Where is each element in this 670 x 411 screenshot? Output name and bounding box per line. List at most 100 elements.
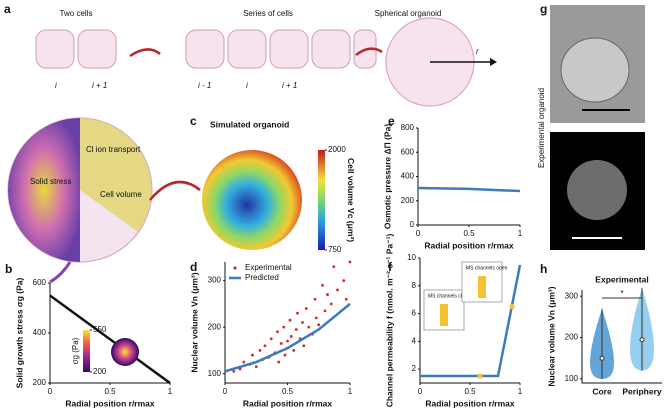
point: [254, 365, 258, 369]
panel-letter: h: [540, 262, 547, 276]
y-tick-label: 400: [401, 172, 415, 181]
colorbar-tick-label: 550: [93, 325, 107, 334]
x-tick-label: 1: [168, 387, 173, 396]
channel: [440, 304, 448, 326]
line: [420, 264, 522, 378]
axis: [417, 128, 520, 226]
y-tick-label: 100: [208, 369, 222, 378]
annotation: MS channels closed: [428, 293, 473, 299]
label: i + 1: [92, 81, 107, 90]
colorbar-tick-label: 200: [93, 367, 107, 376]
colorbar-tick-label: 750: [328, 245, 342, 254]
point: [282, 325, 286, 329]
x-tick-label: Core: [592, 386, 612, 396]
panel-letter: c: [190, 114, 197, 128]
point: [477, 373, 483, 379]
label: i + 1: [282, 81, 297, 90]
y-tick-label: 0: [410, 220, 415, 229]
x-tick-label: 0: [48, 387, 53, 396]
x-tick-label: 0: [416, 229, 421, 238]
y-tick-label: 100: [565, 374, 579, 383]
point: [336, 288, 339, 292]
point: [301, 321, 304, 324]
point: [317, 323, 321, 327]
x-tick-label: 0: [223, 387, 228, 396]
point: [313, 297, 317, 301]
point: [342, 279, 346, 283]
line: [49, 294, 171, 385]
panel-g: g Experimental organoid: [537, 2, 645, 250]
panel-letter: g: [540, 2, 547, 16]
x-axis-label: Radial position r/rmax: [65, 398, 155, 408]
colorbar-tick-label: 2000: [328, 145, 346, 154]
y-tick-label: 300: [565, 291, 579, 300]
point: [263, 344, 267, 348]
inset: [111, 338, 139, 366]
point: [288, 318, 292, 322]
panel-a: a Two cells Series of cells Spherical or…: [4, 2, 497, 284]
legend-label: Predicted: [245, 273, 279, 282]
y-axis-label: Nuclear volume Vn (μm³): [189, 272, 199, 372]
label: i: [246, 81, 248, 90]
panel-letter: b: [5, 262, 12, 276]
label: Solid stress: [30, 177, 71, 186]
point: [332, 265, 336, 269]
point: [258, 349, 262, 352]
legend-label: Experimental: [245, 263, 292, 272]
channel: [478, 276, 486, 298]
point: [276, 330, 279, 334]
x-axis-label: Radial position r/rmax: [424, 240, 514, 250]
x-tick-label: 0.5: [464, 387, 476, 396]
y-tick-label: 300: [208, 276, 222, 285]
label: i - 1: [198, 81, 211, 90]
legend-swatch: [233, 266, 237, 270]
y-tick-label: 200: [208, 322, 222, 331]
point: [304, 307, 308, 310]
point: [314, 316, 318, 320]
label: Cell volume: [100, 190, 142, 199]
median: [599, 355, 605, 361]
point: [302, 344, 306, 348]
panel-letter: e: [388, 114, 395, 128]
y-tick-label: 6: [412, 309, 417, 318]
point: [321, 283, 324, 287]
y-axis-label: Solid growth stress σg (Pa): [14, 278, 24, 389]
x-tick-label: 1: [518, 229, 523, 238]
label: Cl ion transport: [86, 145, 141, 154]
label: i: [55, 81, 57, 90]
y-tick-label: 200: [565, 333, 579, 342]
y-tick-label: 10: [407, 253, 416, 262]
annotation: MS channels open: [466, 265, 508, 271]
y-tick-label: 200: [33, 378, 47, 387]
y-axis-label: Channel permeability f (nmol. m⁻² s⁻¹ Pa…: [384, 234, 394, 408]
colorbar: [318, 150, 325, 250]
colorbar-label: σg (Pa): [71, 337, 80, 364]
y-tick-label: 800: [401, 123, 415, 132]
x-tick-label: 0.5: [463, 229, 475, 238]
point: [283, 353, 287, 357]
y-tick-label: 600: [401, 147, 415, 156]
chart-title: Simulated organoid: [210, 119, 289, 129]
label: Series of cells: [243, 9, 293, 18]
x-tick-label: 1: [518, 387, 523, 396]
panel-letter: f: [388, 260, 393, 274]
colorbar-label: Cell volume Vc (μm³): [346, 158, 356, 242]
point: [307, 325, 311, 329]
point: [296, 311, 299, 315]
point: [232, 369, 236, 373]
point: [348, 260, 352, 264]
significance: *: [620, 289, 623, 298]
point: [286, 339, 289, 343]
point: [326, 293, 329, 296]
y-tick-label: 200: [401, 196, 415, 205]
point: [251, 353, 254, 357]
median: [639, 337, 645, 343]
label: Spherical organoid: [375, 9, 442, 18]
point: [242, 360, 246, 364]
point: [277, 360, 281, 364]
point: [279, 342, 283, 345]
line: [417, 186, 521, 193]
line: [224, 302, 351, 373]
axis: [581, 290, 662, 384]
